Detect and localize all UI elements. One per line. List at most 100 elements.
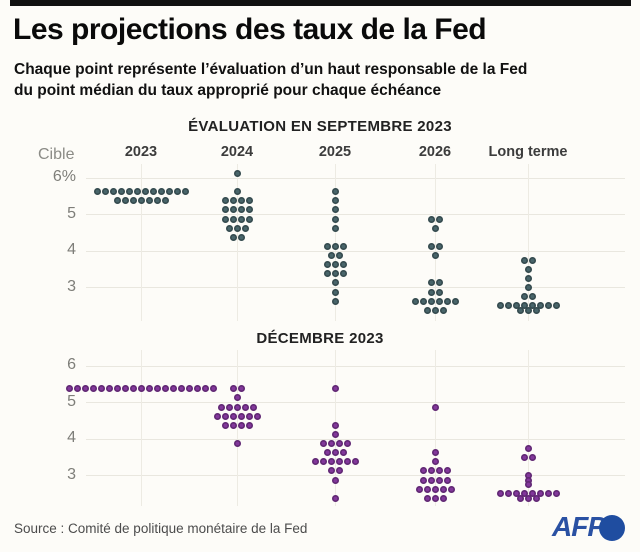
projection-dot bbox=[411, 297, 419, 305]
projection-dot bbox=[185, 385, 193, 393]
projection-dot bbox=[229, 421, 237, 429]
projection-dot bbox=[149, 188, 157, 196]
projection-dot bbox=[331, 385, 339, 393]
h-gridline bbox=[86, 365, 625, 367]
projection-dot bbox=[331, 430, 339, 438]
projection-dot bbox=[181, 188, 189, 196]
afp-logo-circle-icon bbox=[599, 515, 625, 541]
projection-dot bbox=[427, 467, 435, 475]
projection-dot bbox=[524, 274, 532, 282]
projection-dot bbox=[331, 224, 339, 232]
projection-dot bbox=[343, 458, 351, 466]
projection-dot bbox=[335, 458, 343, 466]
projection-dot bbox=[323, 242, 331, 250]
projection-dot bbox=[331, 421, 339, 429]
projection-dot bbox=[221, 197, 229, 205]
projection-dot bbox=[435, 467, 443, 475]
projection-dot bbox=[331, 242, 339, 250]
projection-dot bbox=[528, 302, 536, 310]
v-gridline bbox=[335, 164, 336, 321]
projection-dot bbox=[331, 261, 339, 269]
projection-dot bbox=[209, 385, 217, 393]
subtitle-line-1: Chaque point représente l’évaluation d’u… bbox=[14, 61, 528, 78]
projection-dot bbox=[423, 494, 431, 502]
projection-dot bbox=[335, 440, 343, 448]
projection-dot bbox=[145, 197, 153, 205]
projection-dot bbox=[524, 306, 532, 314]
projection-dot bbox=[431, 252, 439, 260]
projection-dot bbox=[496, 490, 504, 498]
projection-dot bbox=[237, 215, 245, 223]
projection-dot bbox=[137, 197, 145, 205]
projection-dot bbox=[536, 302, 544, 310]
projection-dot bbox=[225, 403, 233, 411]
projection-dot bbox=[520, 302, 528, 310]
projection-dot bbox=[323, 449, 331, 457]
projection-dot bbox=[524, 444, 532, 452]
projection-dot bbox=[524, 284, 532, 291]
y-tick-label: 5 bbox=[67, 392, 76, 410]
projection-dot bbox=[431, 458, 439, 466]
y-tick-label: 5 bbox=[67, 204, 76, 222]
projection-dot bbox=[528, 453, 536, 461]
projection-dot bbox=[331, 197, 339, 205]
projection-dot bbox=[451, 297, 459, 305]
projection-dot bbox=[331, 270, 339, 278]
top-accent-bar bbox=[10, 0, 631, 6]
column-header: 2025 bbox=[318, 144, 352, 160]
projection-dot bbox=[443, 467, 451, 475]
projection-dot bbox=[520, 256, 528, 264]
projection-dot bbox=[431, 403, 439, 411]
projection-dot bbox=[427, 242, 435, 250]
projection-dot bbox=[504, 302, 512, 310]
projection-dot bbox=[528, 256, 536, 264]
projection-dot bbox=[427, 279, 435, 287]
v-gridline bbox=[528, 350, 529, 506]
page-subtitle: Chaque point représente l’évaluation d’u… bbox=[14, 59, 628, 101]
projection-dot bbox=[161, 197, 169, 205]
projection-dot bbox=[217, 403, 225, 411]
projection-dot bbox=[105, 385, 113, 393]
projection-dot bbox=[319, 440, 327, 448]
projection-dot bbox=[213, 412, 221, 420]
projection-dot bbox=[233, 440, 241, 448]
v-gridline bbox=[141, 350, 142, 506]
projection-dot bbox=[161, 385, 169, 393]
projection-dot bbox=[233, 403, 241, 411]
projection-dot bbox=[245, 412, 253, 420]
projection-dot bbox=[335, 252, 343, 260]
projection-dot bbox=[331, 476, 339, 484]
projection-dot bbox=[229, 206, 237, 214]
projection-dot bbox=[419, 297, 427, 305]
projection-dot bbox=[173, 188, 181, 196]
projection-dot bbox=[351, 458, 359, 466]
projection-dot bbox=[117, 188, 125, 196]
projection-dot bbox=[419, 476, 427, 484]
afp-logo: AFP bbox=[552, 511, 632, 545]
projection-dot bbox=[423, 306, 431, 314]
projection-dot bbox=[221, 215, 229, 223]
projection-dot bbox=[524, 265, 532, 273]
projection-dot bbox=[133, 188, 141, 196]
projection-dot bbox=[221, 412, 229, 420]
projection-dot bbox=[319, 458, 327, 466]
h-gridline bbox=[86, 214, 625, 215]
projection-dot bbox=[241, 403, 249, 411]
projection-dot bbox=[439, 485, 447, 493]
projection-dot bbox=[443, 476, 451, 484]
projection-dot bbox=[528, 490, 536, 498]
projection-dot bbox=[419, 467, 427, 475]
projection-dot bbox=[516, 494, 524, 502]
y-tick-label: 3 bbox=[67, 465, 76, 483]
projection-dot bbox=[343, 440, 351, 448]
projection-dot bbox=[237, 206, 245, 214]
projection-dot bbox=[339, 449, 347, 457]
projection-dot bbox=[73, 385, 81, 393]
projection-dot bbox=[109, 188, 117, 196]
projection-dot bbox=[435, 279, 443, 287]
y-tick-label: 6 bbox=[67, 356, 76, 373]
source-note: Source : Comité de politique monétaire d… bbox=[14, 521, 308, 536]
projection-dot bbox=[536, 490, 544, 498]
projection-dot bbox=[520, 490, 528, 498]
projection-dot bbox=[427, 215, 435, 223]
